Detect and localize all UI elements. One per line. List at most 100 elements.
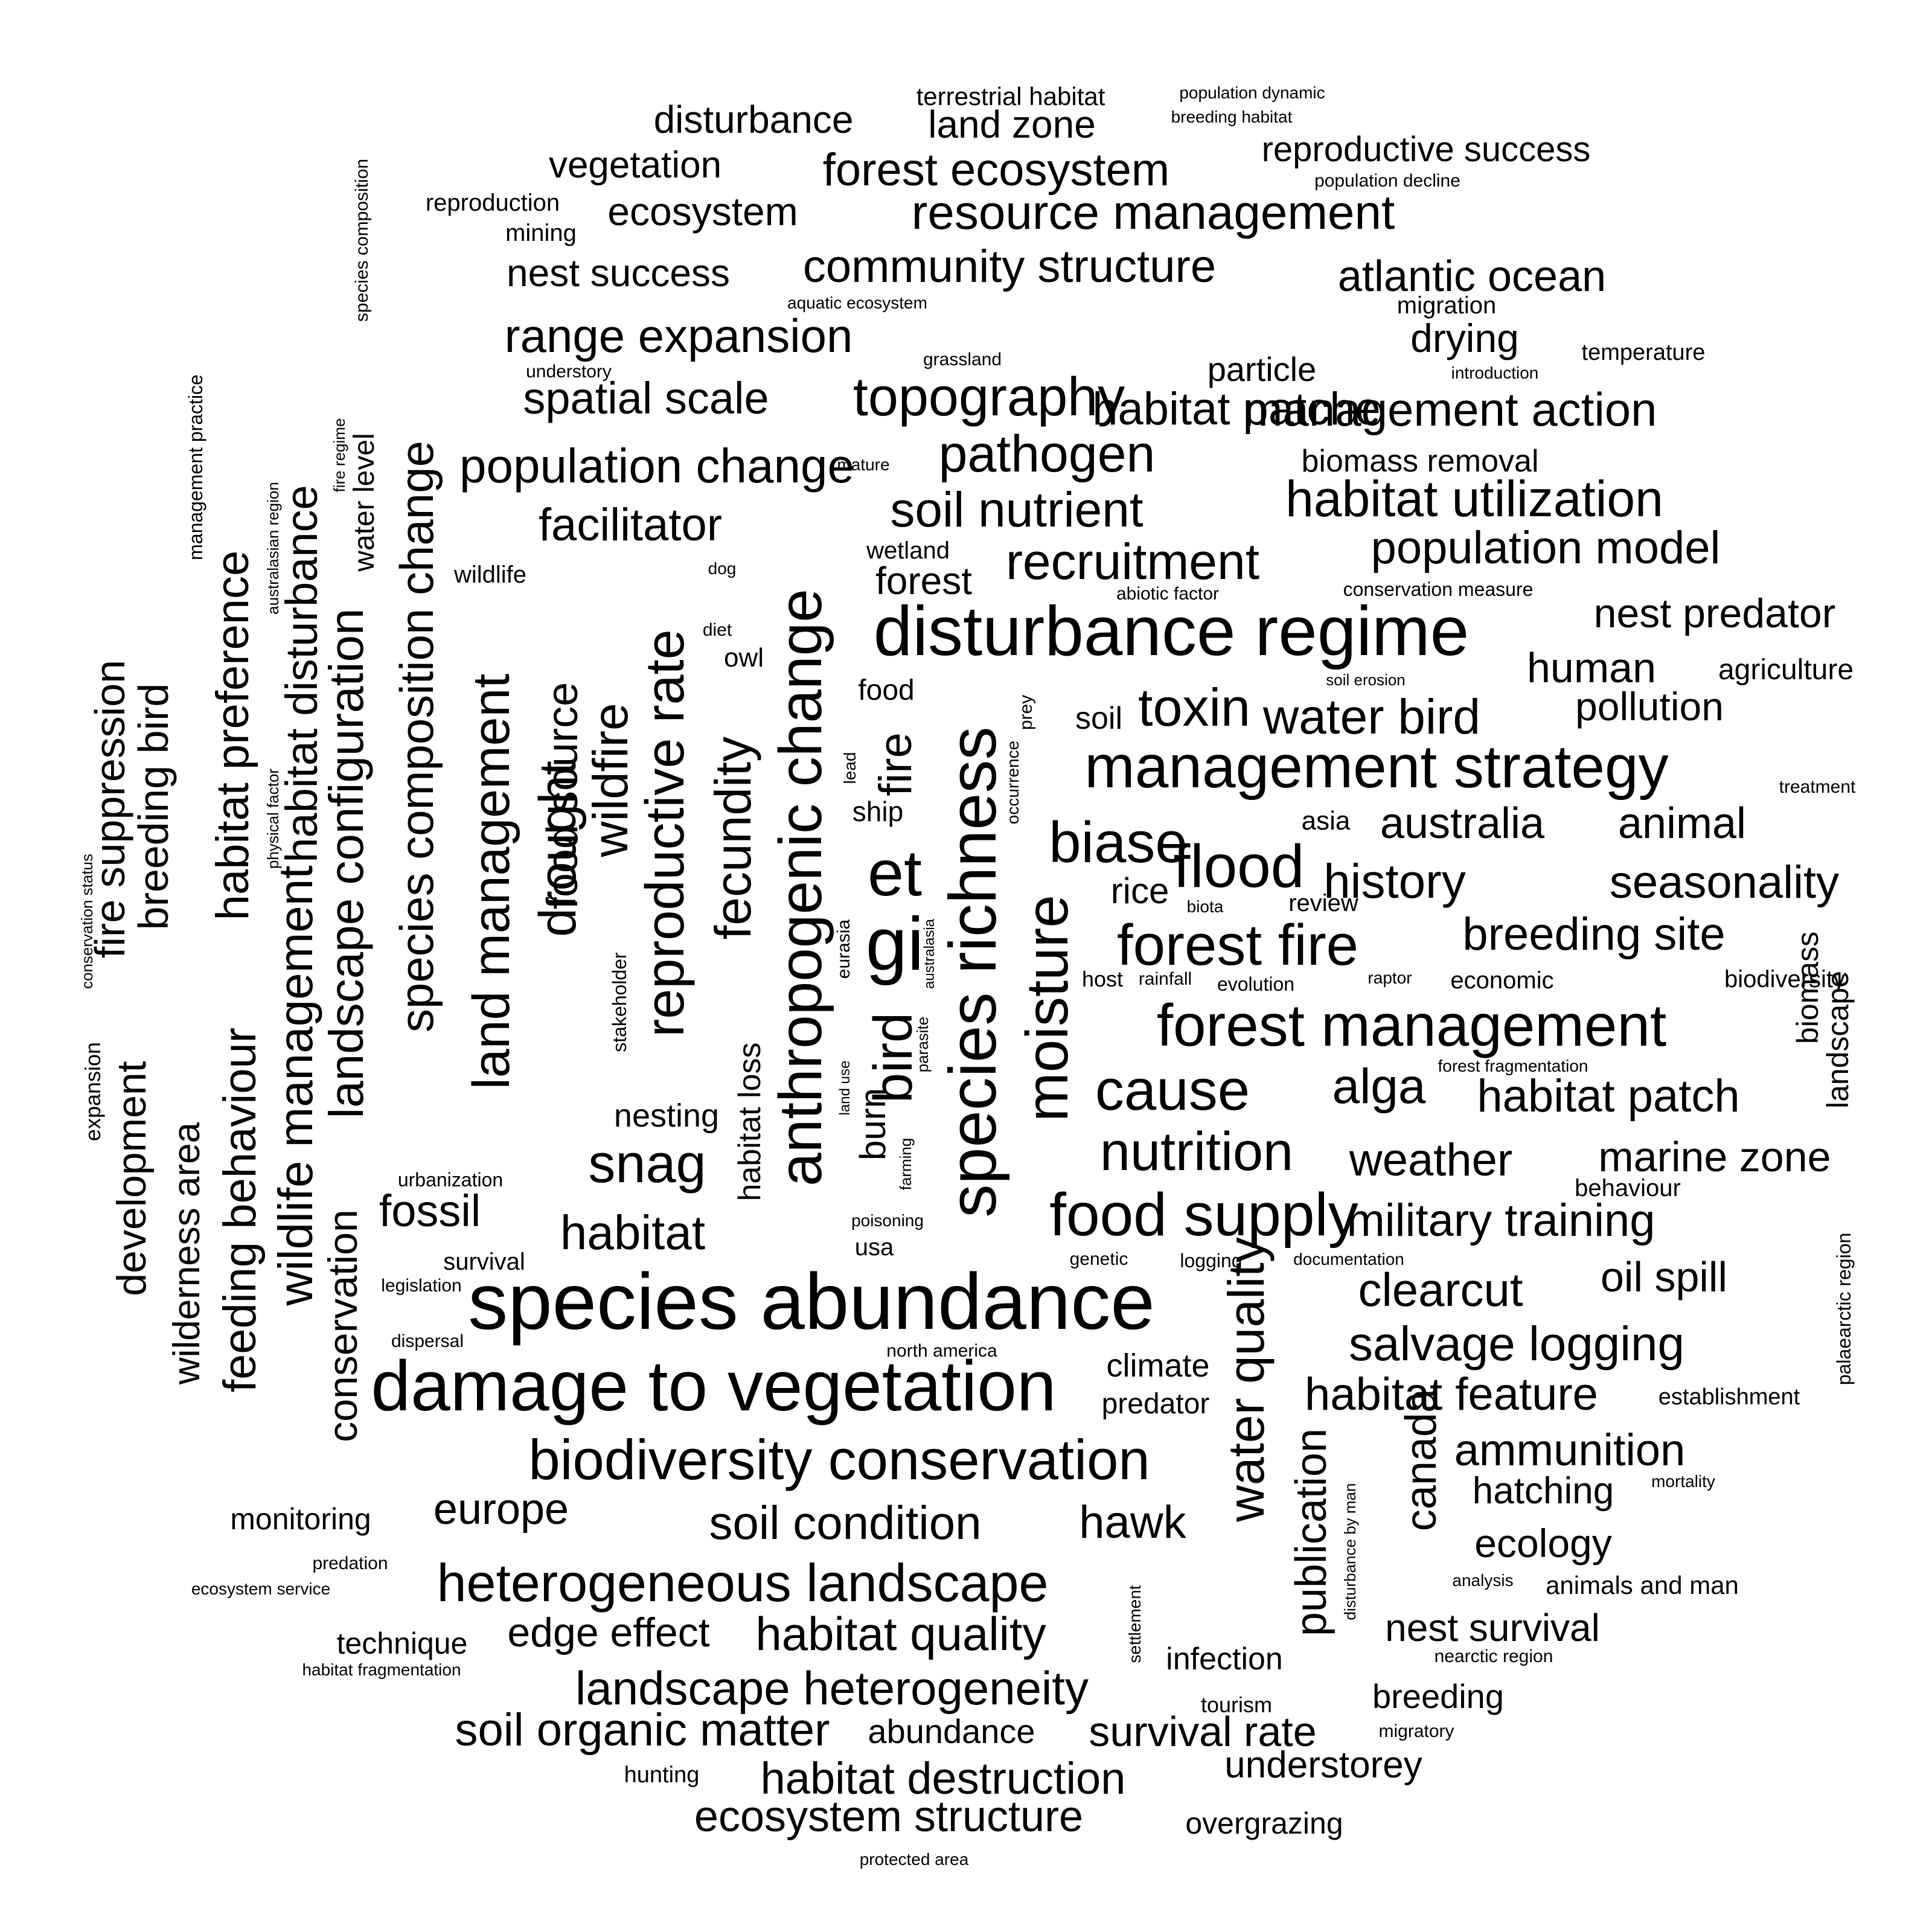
word-cloud-term: australasian region xyxy=(264,482,282,615)
word-cloud-term: feeding behaviour xyxy=(214,1027,266,1393)
word-cloud-term: wetland xyxy=(866,537,950,564)
word-cloud-term: climate xyxy=(1106,1348,1210,1384)
word-cloud-term: wilderness area xyxy=(166,1122,208,1385)
word-cloud-term: management action xyxy=(1243,383,1657,436)
word-cloud-term: habitat patch xyxy=(1477,1070,1740,1122)
word-cloud-term: eurasia xyxy=(834,919,854,979)
word-cloud-term: rice xyxy=(1110,871,1169,911)
word-cloud-term: nest predator xyxy=(1593,590,1836,636)
word-cloud-term: biodiversity conservation xyxy=(528,1428,1150,1491)
word-cloud-term: facilitator xyxy=(538,499,723,551)
word-cloud-term: mining xyxy=(505,220,577,246)
word-cloud-term: anthropogenic change xyxy=(767,589,834,1186)
word-cloud-term: breeding habitat xyxy=(1171,107,1293,126)
word-cloud-term: oil spill xyxy=(1600,1253,1728,1300)
word-cloud-term: publication xyxy=(1287,1428,1335,1637)
word-cloud-term: habitat feature xyxy=(1305,1369,1598,1420)
word-cloud-term: grassland xyxy=(923,350,1002,369)
word-cloud-term: soil nutrient xyxy=(890,482,1144,537)
word-cloud-term: alga xyxy=(1332,1059,1426,1114)
word-cloud-term: survival rate xyxy=(1089,1708,1317,1755)
word-cloud-term: food supply xyxy=(1049,1181,1358,1249)
word-cloud-term: hatching xyxy=(1472,1470,1614,1512)
word-cloud-term: physical factor xyxy=(264,768,282,869)
word-cloud-term: hunting xyxy=(624,1762,700,1788)
word-cloud-term: forest management xyxy=(1156,992,1667,1058)
word-cloud-term: wildlife management xyxy=(269,865,322,1306)
word-cloud-term: disturbance xyxy=(653,98,854,141)
word-cloud-term: soil condition xyxy=(709,1496,982,1549)
word-cloud-term: fossil xyxy=(379,1186,481,1236)
word-cloud-term: treatment xyxy=(1779,777,1856,797)
word-cloud-term: reproduction xyxy=(425,190,560,216)
word-cloud-term: disturbance regime xyxy=(873,592,1470,670)
word-cloud-term: understory xyxy=(526,362,612,382)
word-cloud-term: population change xyxy=(459,439,854,493)
word-cloud-term: ecosystem service xyxy=(191,1579,331,1598)
word-cloud-term: population model xyxy=(1371,522,1721,574)
word-cloud-term: review xyxy=(1288,890,1358,916)
word-cloud-term: dog xyxy=(708,559,737,578)
word-cloud-term: wildlife xyxy=(453,561,527,588)
word-cloud-term: nesting xyxy=(613,1098,720,1134)
word-cloud-term: forest fire xyxy=(1116,913,1359,977)
word-cloud-term: burn xyxy=(852,1087,893,1161)
word-cloud-term: gi xyxy=(865,903,924,986)
word-cloud-term: habitat destruction xyxy=(760,1753,1126,1803)
word-cloud-term: fire regime xyxy=(330,418,348,493)
word-cloud-term: abundance xyxy=(868,1712,1035,1750)
word-cloud-term: landscape heterogeneity xyxy=(575,1662,1089,1715)
word-cloud-term: forest xyxy=(875,559,973,603)
word-cloud-term: biodiversity xyxy=(1724,966,1846,993)
word-cloud-term: fecundity xyxy=(705,736,761,940)
word-cloud-term: nearctic region xyxy=(1434,1646,1553,1666)
word-cloud-term: introduction xyxy=(1451,363,1539,382)
word-cloud-term: species composition xyxy=(352,158,372,322)
word-cloud-term: edge effect xyxy=(507,1610,710,1655)
word-cloud-term: atlantic ocean xyxy=(1337,252,1607,301)
word-cloud-term: habitat fragmentation xyxy=(302,1660,461,1679)
word-cloud-term: poisoning xyxy=(851,1211,924,1230)
word-cloud-term: establishment xyxy=(1658,1384,1800,1410)
word-cloud-term: reproductive rate xyxy=(635,629,696,1037)
word-cloud-term: dispersal xyxy=(391,1331,464,1351)
word-cloud-term: forest ecosystem xyxy=(822,144,1170,196)
word-cloud-term: hawk xyxy=(1079,1497,1186,1548)
word-cloud-term: habitat utilization xyxy=(1285,470,1663,527)
word-cloud-term: predator xyxy=(1101,1388,1210,1420)
word-cloud-term: clearcut xyxy=(1358,1263,1523,1316)
word-cloud-term: drying xyxy=(1410,316,1519,360)
word-cloud-term: disturbance by man xyxy=(1341,1483,1359,1620)
word-cloud-term: analysis xyxy=(1452,1571,1514,1590)
word-cloud-term: pathogen xyxy=(938,425,1156,483)
word-cloud-term: canada xyxy=(1397,1388,1445,1532)
word-cloud-term: salvage logging xyxy=(1349,1317,1684,1371)
word-cloud-term: land zone xyxy=(928,103,1096,146)
word-cloud-term: breeding xyxy=(1372,1677,1504,1715)
word-cloud-term: raptor xyxy=(1367,968,1412,987)
word-cloud-term: conservation measure xyxy=(1343,578,1534,600)
word-cloud-term: moisture xyxy=(1014,895,1080,1122)
word-cloud-term: understorey xyxy=(1224,1744,1422,1786)
word-cloud-term: predation xyxy=(312,1553,388,1573)
word-cloud-term: technique xyxy=(336,1627,468,1660)
word-cloud-term: monitoring xyxy=(230,1502,371,1536)
word-cloud-term: survival xyxy=(443,1249,525,1275)
word-cloud-term: et xyxy=(867,836,923,909)
word-cloud-term: resource management xyxy=(911,185,1395,239)
word-cloud-term: settlement xyxy=(1125,1585,1144,1663)
word-cloud-term: human xyxy=(1526,644,1657,691)
word-cloud-term: overgrazing xyxy=(1185,1806,1343,1840)
word-cloud-term: animal xyxy=(1617,799,1747,848)
word-cloud-term: terrestrial habitat xyxy=(916,82,1105,110)
word-cloud-term: ecosystem structure xyxy=(694,1793,1084,1841)
word-cloud-term: conservation xyxy=(320,1209,366,1442)
word-cloud-term: behaviour xyxy=(1575,1175,1681,1201)
word-cloud-term: particle xyxy=(1207,350,1317,388)
word-cloud-term: cause xyxy=(1095,1058,1250,1122)
word-cloud-term: north america xyxy=(886,1341,997,1361)
word-cloud-term: agriculture xyxy=(1718,654,1854,686)
word-cloud-term: heterogeneous landscape xyxy=(437,1553,1049,1613)
word-cloud-term: expansion xyxy=(80,1041,105,1142)
